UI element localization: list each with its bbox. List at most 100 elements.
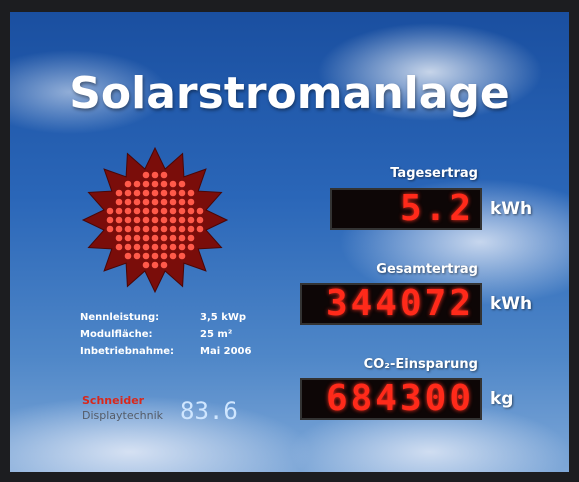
led-dot [188, 244, 195, 251]
led-dot [143, 181, 150, 188]
led-display: 5.2 [330, 188, 482, 230]
led-dot [125, 217, 132, 224]
small-display: 83.6 [180, 397, 238, 425]
led-dot [197, 217, 204, 224]
led-dot [152, 226, 159, 233]
led-dot [188, 226, 195, 233]
led-dot [134, 199, 141, 206]
led-dot [179, 244, 186, 251]
unit: kg [490, 389, 513, 409]
led-dot [179, 226, 186, 233]
led-dot [188, 217, 195, 224]
led-dot [125, 208, 132, 215]
led-dot [161, 217, 168, 224]
led-dot [161, 235, 168, 242]
led-dot [116, 199, 123, 206]
led-dot [161, 244, 168, 251]
led-dot [161, 172, 168, 179]
led-dot [179, 199, 186, 206]
led-dot [152, 262, 159, 269]
unit: kWh [490, 294, 532, 314]
led-dot [143, 253, 150, 260]
led-dot [170, 244, 177, 251]
led-dot [152, 190, 159, 197]
brand-subtitle: Displaytechnik [82, 409, 163, 422]
led-dot [143, 199, 150, 206]
spec-label: Nennleistung: [80, 312, 159, 323]
led-dot [134, 226, 141, 233]
led-dot [170, 190, 177, 197]
led-dot [143, 235, 150, 242]
led-dot [116, 244, 123, 251]
led-dot [179, 235, 186, 242]
led-dot [188, 190, 195, 197]
led-dot [116, 208, 123, 215]
counter-label: CO₂-Einsparung [278, 357, 478, 372]
led-dot [125, 235, 132, 242]
led-dot [116, 190, 123, 197]
led-dot [179, 253, 186, 260]
led-dot [134, 253, 141, 260]
led-dot [197, 208, 204, 215]
led-dot [170, 253, 177, 260]
led-dot [161, 190, 168, 197]
led-dot [179, 217, 186, 224]
led-dot [152, 199, 159, 206]
led-dot [179, 181, 186, 188]
led-dot [134, 190, 141, 197]
led-dot [107, 208, 114, 215]
brand-name: Schneider [82, 394, 144, 407]
led-dot [152, 244, 159, 251]
led-display: 684300 [300, 378, 482, 420]
led-dot [170, 235, 177, 242]
led-dot [143, 262, 150, 269]
unit: kWh [490, 199, 532, 219]
led-dot [170, 208, 177, 215]
led-dot [143, 208, 150, 215]
spec-label: Inbetriebnahme: [80, 346, 174, 357]
led-dot [161, 262, 168, 269]
led-dot [143, 172, 150, 179]
spec-value: 3,5 kWp [200, 312, 246, 323]
led-dot [107, 226, 114, 233]
led-dot [134, 244, 141, 251]
display-board: Solarstromanlage Tagesertrag 5.2 kWh Ges… [10, 12, 569, 472]
led-dot [143, 226, 150, 233]
led-dot [152, 181, 159, 188]
led-dot [125, 190, 132, 197]
led-dot [188, 235, 195, 242]
led-dot [125, 181, 132, 188]
led-dot [197, 226, 204, 233]
frame: Solarstromanlage Tagesertrag 5.2 kWh Ges… [0, 0, 579, 482]
led-dot [152, 217, 159, 224]
title: Solarstromanlage [10, 68, 569, 119]
led-dot [107, 217, 114, 224]
led-dot [161, 181, 168, 188]
led-dot [134, 217, 141, 224]
led-dot [161, 253, 168, 260]
led-dot [125, 244, 132, 251]
led-dot [170, 199, 177, 206]
led-dot [134, 181, 141, 188]
led-dot [170, 181, 177, 188]
led-dot [179, 190, 186, 197]
counter-label: Tagesertrag [278, 166, 478, 181]
led-dot [116, 235, 123, 242]
led-dot [188, 208, 195, 215]
led-dot [143, 244, 150, 251]
led-dot [116, 226, 123, 233]
spec-value: Mai 2006 [200, 346, 251, 357]
led-dot [143, 190, 150, 197]
led-dot [125, 199, 132, 206]
spec-value: 25 m² [200, 329, 232, 340]
led-display: 344072 [300, 283, 482, 325]
led-dot [143, 217, 150, 224]
counter-label: Gesamtertrag [278, 262, 478, 277]
led-dot [152, 172, 159, 179]
led-dot [134, 208, 141, 215]
led-dot [125, 226, 132, 233]
led-dot [188, 199, 195, 206]
led-dot [152, 235, 159, 242]
led-dot [116, 217, 123, 224]
led-dot [170, 226, 177, 233]
